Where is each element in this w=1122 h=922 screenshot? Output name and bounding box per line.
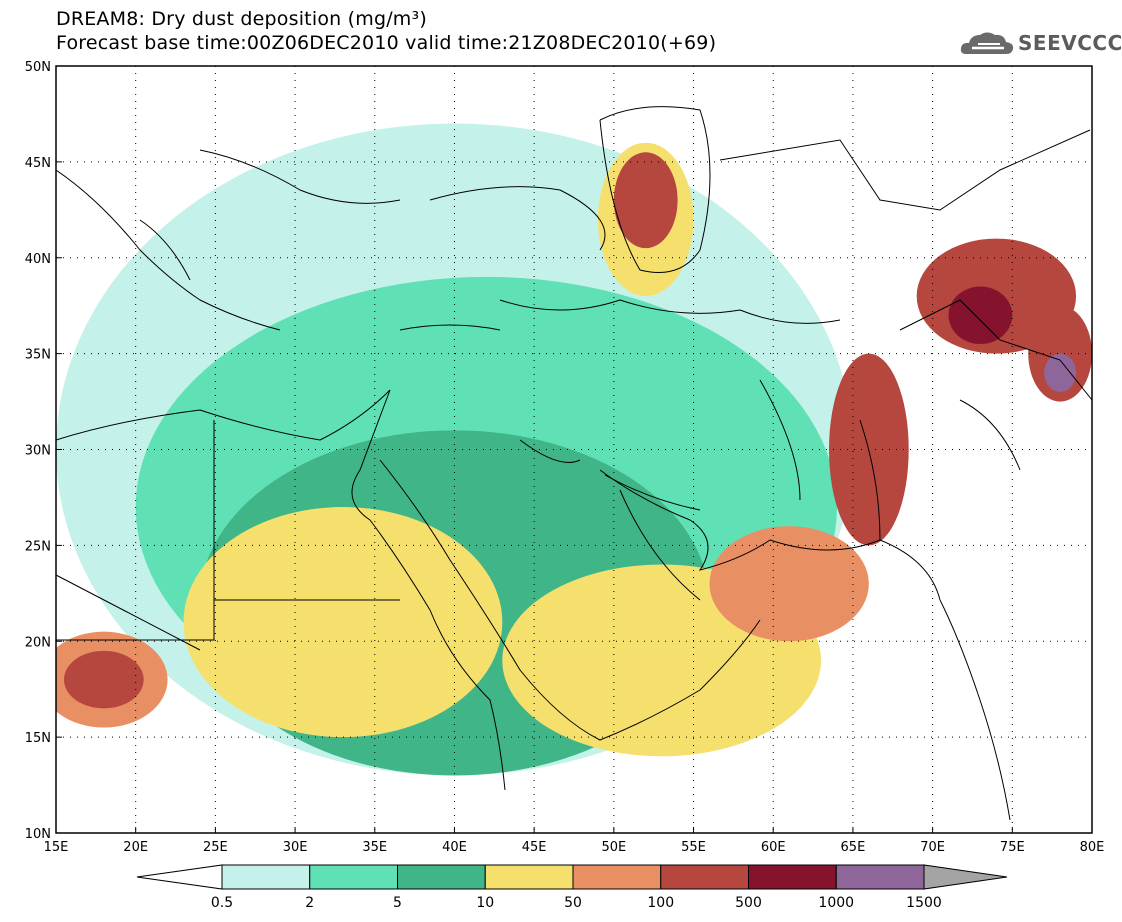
legend-label: 0.5: [211, 895, 233, 911]
map-area: [56, 66, 1092, 833]
lat-tick-label: 40N: [25, 252, 51, 267]
color-legend: 0.5 2 5 10 50 100 500 1000 1500: [136, 864, 1008, 911]
dust-area: [183, 507, 503, 738]
lon-tick-label: 40E: [442, 840, 467, 855]
dust-area: [1044, 353, 1077, 392]
legend-label: 100: [647, 895, 674, 911]
legend-label: 5: [393, 895, 402, 911]
lon-tick-label: 30E: [283, 840, 308, 855]
legend-color-box: [660, 864, 749, 890]
legend-color-box: [572, 864, 662, 890]
lon-tick-label: 80E: [1080, 840, 1105, 855]
legend-color-box: [484, 864, 574, 890]
dust-area: [948, 286, 1013, 345]
cloud-logo-icon: [960, 32, 1014, 54]
legend-label: 1500: [906, 895, 942, 911]
lat-tick-label: 45N: [25, 156, 51, 171]
lon-tick-label: 65E: [841, 840, 866, 855]
lon-tick-label: 70E: [920, 840, 945, 855]
lon-tick-label: 15E: [44, 840, 69, 855]
dust-fields: [56, 123, 1092, 776]
legend-min-triangle: [136, 864, 223, 890]
legend-color-box: [309, 864, 398, 890]
legend-label: 10: [476, 895, 494, 911]
legend-label: 1000: [818, 895, 854, 911]
legend-color-box: [835, 864, 925, 890]
seevccc-logo: SEEVCCC: [960, 26, 1122, 60]
dust-area: [613, 152, 678, 249]
lon-tick-label: 50E: [601, 840, 626, 855]
lon-tick-label: 45E: [522, 840, 547, 855]
legend-label: 50: [564, 895, 582, 911]
legend-color-box: [748, 864, 837, 890]
coastlines: [56, 106, 1092, 821]
lat-tick-label: 35N: [25, 348, 51, 363]
map-title: DREAM8: Dry dust deposition (mg/m³): [56, 8, 427, 30]
lat-tick-label: 10N: [25, 827, 51, 842]
lon-tick-label: 60E: [761, 840, 786, 855]
legend-color-box: [221, 864, 311, 890]
logo-text: SEEVCCC: [1018, 31, 1122, 55]
legend-color-box: [397, 864, 486, 890]
legend-max-triangle: [923, 864, 1008, 890]
lat-tick-label: 30N: [25, 444, 51, 459]
map-axes: 15E 20E 25E 30E 35E 40E 45E 50E 55E 60E 65E 70E 75E 8…: [25, 60, 1105, 855]
dust-area: [63, 650, 144, 709]
lon-tick-label: 55E: [681, 840, 706, 855]
forecast-time-subtitle: Forecast base time:00Z06DEC2010 valid ti…: [56, 32, 717, 54]
lon-tick-label: 25E: [203, 840, 228, 855]
lon-tick-label: 20E: [123, 840, 148, 855]
lon-tick-label: 35E: [362, 840, 387, 855]
lon-tick-label: 75E: [1000, 840, 1025, 855]
lat-tick-label: 25N: [25, 539, 51, 554]
dust-area: [709, 526, 869, 642]
legend-label: 2: [305, 895, 314, 911]
lat-tick-label: 50N: [25, 60, 51, 75]
legend-label: 500: [735, 895, 762, 911]
lat-tick-label: 15N: [25, 731, 51, 746]
gridlines: [56, 66, 1092, 833]
lat-tick-label: 20N: [25, 635, 51, 650]
